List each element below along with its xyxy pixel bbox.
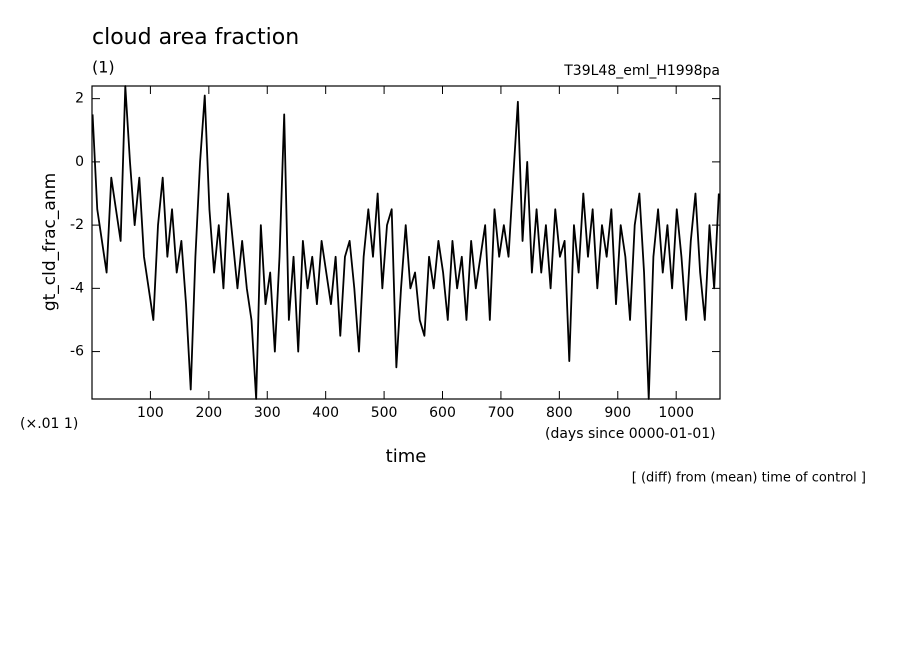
footnote: [ (diff) from (mean) time of control ]	[632, 471, 866, 486]
y-tick-label: 0	[75, 154, 84, 170]
x-tick-label: 900	[604, 405, 631, 421]
plot-frame	[91, 85, 721, 400]
x-tick-label: 400	[312, 405, 339, 421]
x-tick-label: 200	[195, 405, 222, 421]
subtitle: (1)	[92, 58, 115, 77]
y-tick-label: -6	[70, 344, 84, 360]
x-tick-label: 1000	[658, 405, 694, 421]
x-tick-label: 100	[137, 405, 164, 421]
x-tick-label: 600	[429, 405, 456, 421]
x-unit-label: (days since 0000-01-01)	[545, 426, 716, 442]
y-tick-label: -4	[70, 280, 84, 296]
x-axis-label: time	[386, 446, 427, 467]
data-line	[91, 85, 720, 400]
y-axis-label: gt_cld_frac_anm	[40, 173, 60, 311]
x-tick-label: 700	[488, 405, 515, 421]
x-tick-label: 800	[546, 405, 573, 421]
x-tick-label: 500	[371, 405, 398, 421]
y-tick-label: -2	[70, 217, 84, 233]
y-tick-label: 2	[75, 91, 84, 107]
x-tick-label: 300	[254, 405, 281, 421]
chart-title: cloud area fraction	[92, 25, 299, 50]
run-label: T39L48_eml_H1998pa	[563, 63, 720, 79]
y-unit-label: (×.01 1)	[20, 416, 78, 432]
